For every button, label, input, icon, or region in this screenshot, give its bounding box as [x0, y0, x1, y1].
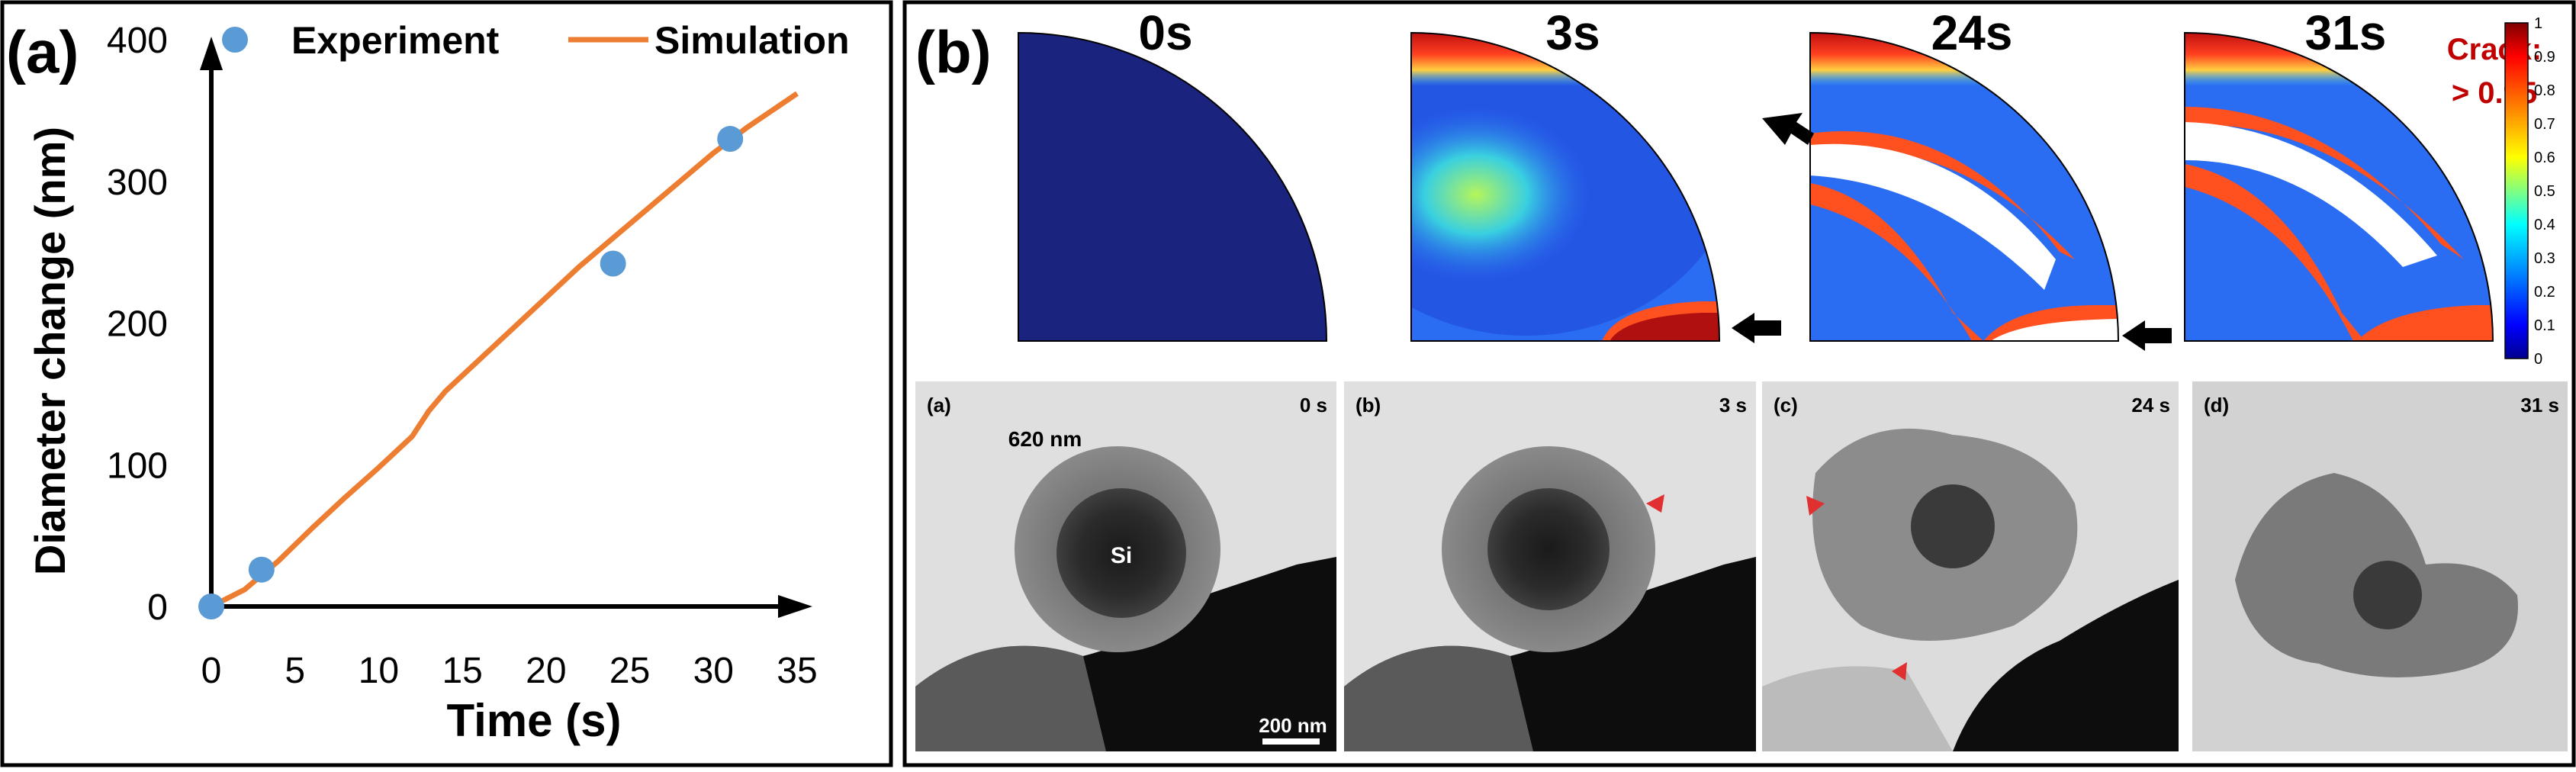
x-tick-label: 20	[526, 651, 566, 691]
legend-simulation-label: Simulation	[654, 19, 850, 62]
sim-24s: 24s	[1762, 5, 2172, 351]
colorbar-tick: 0.9	[2534, 49, 2555, 66]
diameter-chart: 0 100 200 300 400 0 5 10 15 20 25 30 35 Diameter ch…	[26, 19, 850, 746]
x-tick-label: 5	[285, 651, 305, 691]
tem-time-b: 3 s	[1719, 394, 1747, 417]
tem-core-label: Si	[1111, 543, 1132, 568]
experiment-point	[198, 593, 224, 619]
experiment-point	[600, 250, 626, 277]
colorbar-tick: 0.5	[2534, 183, 2555, 200]
sim-31s: 31s Crack: > 0.95	[2184, 5, 2542, 342]
x-axis-arrow	[778, 595, 812, 618]
x-axis-title: Time (s)	[447, 695, 622, 746]
x-tick-label: 35	[777, 651, 817, 691]
plot-series	[198, 91, 799, 619]
tem-c: (c) 24 s	[1762, 381, 2179, 751]
arrow-icon	[1732, 313, 1781, 343]
red-arrowhead-icon	[1892, 662, 1907, 680]
panel-a-label: (a)	[6, 18, 79, 85]
x-tick-labels: 0 5 10 15 20 25 30 35	[201, 651, 818, 691]
colorbar-tick-labels: 1 0.9 0.8 0.7 0.6 0.5 0.4 0.3 0.2 0.1 0	[2534, 15, 2555, 368]
y-tick-label: 100	[107, 446, 168, 486]
legend: Experiment Simulation	[222, 19, 850, 62]
sim-0s: 0s	[1018, 5, 1328, 342]
tem-label-a: (a)	[927, 394, 951, 417]
colorbar-tick: 0	[2534, 351, 2542, 368]
tem-label-d: (d)	[2204, 394, 2229, 417]
arrow-icon	[2122, 320, 2172, 351]
legend-experiment-label: Experiment	[291, 19, 500, 62]
x-tick-label: 10	[359, 651, 399, 691]
x-tick-label: 25	[609, 651, 650, 691]
x-tick-label: 15	[442, 651, 482, 691]
colorbar-tick: 0.2	[2534, 284, 2555, 301]
tem-time-a: 0 s	[1300, 394, 1327, 417]
colorbar-gradient	[2504, 22, 2529, 359]
panel-a-frame	[0, 0, 893, 767]
y-tick-label: 300	[107, 162, 168, 203]
colorbar-tick: 1	[2534, 15, 2542, 32]
colorbar-tick: 0.1	[2534, 317, 2555, 334]
sim-time-24s: 24s	[1931, 5, 2013, 60]
tem-time-c: 24 s	[2131, 394, 2170, 417]
simulation-line	[210, 91, 799, 610]
colorbar-tick: 0.7	[2534, 116, 2555, 133]
tem-b: (b) 3 s	[1344, 381, 1756, 751]
red-arrowhead-icon	[1806, 496, 1825, 516]
x-tick-label: 0	[201, 651, 222, 691]
colorbar-tick: 0.3	[2534, 250, 2555, 267]
panel-b-frame	[902, 0, 2576, 767]
panel-b-label: (b)	[915, 18, 992, 85]
y-tick-label: 400	[107, 21, 168, 61]
x-tick-label: 30	[693, 651, 734, 691]
tem-annotation: 620 nm	[1008, 427, 1082, 451]
y-tick-labels: 0 100 200 300 400	[107, 21, 168, 628]
sim-time-31s: 31s	[2305, 5, 2387, 60]
y-tick-label: 0	[147, 587, 168, 628]
arrow-icon	[1762, 113, 1814, 145]
sim-time-0s: 0s	[1138, 5, 1192, 60]
y-axis-title: Diameter change (nm)	[26, 127, 74, 575]
tem-time-d: 31 s	[2520, 394, 2559, 417]
tem-a: Si 620 nm (a) 0 s 200 nm	[915, 381, 1336, 751]
tem-label-c: (c)	[1774, 394, 1798, 417]
y-tick-label: 200	[107, 304, 168, 345]
colorbar: 1 0.9 0.8 0.7 0.6 0.5 0.4 0.3 0.2 0.1 0	[2504, 15, 2555, 368]
tem-d: (d) 31 s	[2192, 381, 2568, 751]
y-axis-arrow	[200, 37, 223, 70]
sim-time-3s: 3s	[1545, 5, 1600, 60]
legend-experiment-marker	[222, 27, 248, 53]
colorbar-tick: 0.6	[2534, 150, 2555, 166]
colorbar-tick: 0.8	[2534, 82, 2555, 99]
red-arrowhead-icon	[1646, 494, 1664, 513]
tem-label-b: (b)	[1356, 394, 1381, 417]
scale-bar-label: 200 nm	[1259, 714, 1327, 737]
sim-3s: 3s	[1410, 5, 1781, 343]
experiment-point	[717, 126, 744, 153]
colorbar-tick: 0.4	[2534, 217, 2555, 233]
experiment-point	[248, 556, 275, 583]
